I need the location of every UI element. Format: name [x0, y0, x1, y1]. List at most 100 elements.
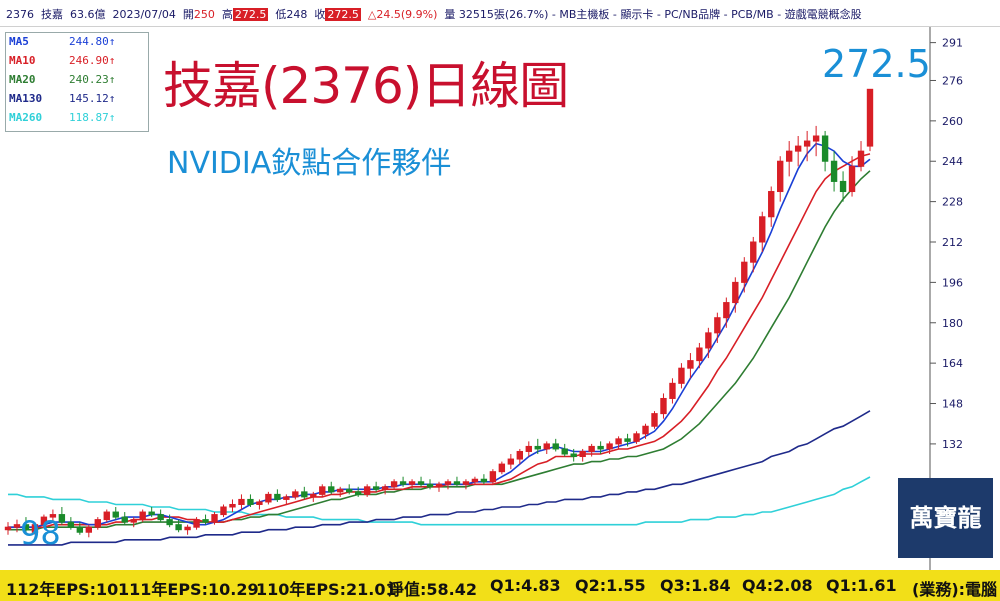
- candle-body: [381, 486, 389, 490]
- change-value: △24.5: [367, 8, 401, 21]
- quote-date: 2023/07/04: [112, 8, 176, 21]
- chart-title: 技嘉(2376)日線圖: [163, 57, 569, 115]
- candle-body: [139, 511, 146, 521]
- market-cap: 63.6億: [70, 8, 106, 21]
- candle-body: [112, 511, 119, 518]
- candle-body: [328, 486, 335, 493]
- candle-body: [606, 443, 613, 450]
- candle-body: [76, 526, 84, 533]
- candle-body: [723, 302, 730, 319]
- candle-body: [4, 526, 12, 531]
- candle-body: [390, 481, 398, 488]
- candle-body: [103, 511, 110, 521]
- ma-legend-row: MA260 118.87↑: [9, 111, 145, 129]
- candle-body: [812, 135, 820, 142]
- price-tick-label: 180: [942, 317, 963, 330]
- price-tick-label: 164: [942, 357, 963, 370]
- candle-body: [58, 514, 66, 523]
- candle-body: [256, 501, 263, 505]
- candle-body: [202, 519, 209, 523]
- ma-name: MA260: [9, 111, 43, 124]
- candle-body: [705, 332, 712, 349]
- candle-body: [768, 191, 775, 218]
- candle-body: [525, 445, 532, 452]
- candle-body: [471, 478, 479, 483]
- candle-body: [40, 516, 48, 526]
- candle-body: [121, 516, 128, 523]
- quote-header: 2376 技嘉 63.6億 2023/07/04 開250 高 272.5 低24…: [0, 0, 1000, 27]
- candle-body: [543, 443, 550, 450]
- low-label: 低: [275, 8, 287, 21]
- candle-body: [175, 524, 182, 531]
- candle-body: [157, 514, 164, 521]
- candle-body: [642, 425, 649, 435]
- price-tick-label: 228: [942, 196, 963, 209]
- candle-body: [417, 481, 425, 485]
- candle-body: [570, 453, 577, 458]
- candle-body: [166, 519, 173, 526]
- price-tick-label: 132: [942, 438, 963, 451]
- ma20-line: [8, 170, 871, 531]
- candle-body: [498, 463, 506, 473]
- category-tags: - MB主機板 - 顯示卡 - PC/NB品牌 - PCB/MB - 遊戲電競概…: [551, 8, 862, 21]
- eps-item: (業務):電腦: [912, 580, 998, 599]
- candle-body: [678, 367, 685, 384]
- candle-body: [453, 481, 461, 485]
- candle-body: [794, 145, 802, 152]
- open-value: 250: [193, 8, 215, 21]
- eps-item: Q3:1.84: [660, 576, 731, 595]
- candle-body: [866, 88, 874, 147]
- ma-value: 246.90↑: [69, 54, 116, 67]
- price-tick-label: 196: [942, 276, 963, 289]
- candle-body: [49, 514, 57, 518]
- price-tick-label: 291: [942, 37, 963, 50]
- candle-body: [292, 491, 299, 498]
- candle-body: [13, 524, 21, 528]
- ma-value: 244.80↑: [69, 35, 116, 48]
- eps-item: Q1:1.61: [826, 576, 897, 595]
- price-tick-label: 244: [942, 155, 963, 168]
- eps-footer: 112年EPS:10 111年EPS:10.29 110年EPS:21.01 淨…: [0, 570, 1000, 601]
- low-value: 248: [286, 8, 308, 21]
- candle-body: [372, 486, 380, 490]
- candle-body: [94, 519, 101, 528]
- eps-item: Q1:4.83: [490, 576, 561, 595]
- chart-subtitle: NVIDIA欽點合作夥伴: [167, 146, 452, 181]
- ma-legend-row: MA20 240.23↑: [9, 73, 145, 91]
- candle-body: [399, 481, 407, 485]
- candle-body: [750, 241, 757, 263]
- candle-body: [363, 486, 371, 495]
- price-tick-label: 260: [942, 115, 963, 128]
- candle-body: [229, 503, 236, 508]
- close-label: 收: [314, 8, 326, 21]
- candle-body: [741, 261, 748, 283]
- volume-value: 32515張(26.7%): [458, 8, 549, 21]
- candle-body: [426, 483, 434, 488]
- candle-body: [615, 438, 622, 445]
- candle-body: [777, 160, 784, 193]
- candle-body: [489, 471, 497, 483]
- candle-body: [579, 450, 586, 458]
- change-percent: (9.9%): [400, 8, 438, 21]
- candle-body: [561, 448, 568, 455]
- candle-body: [148, 511, 155, 516]
- stock-code: 2376: [6, 8, 34, 21]
- high-value: 272.5: [232, 8, 269, 21]
- candle-body: [85, 526, 93, 533]
- candle-body: [220, 506, 227, 516]
- eps-item: 112年EPS:10: [6, 580, 119, 599]
- candle-body: [848, 165, 856, 193]
- candle-body: [696, 347, 703, 362]
- ma-name: MA20: [9, 73, 36, 86]
- price-tick-label: 212: [942, 236, 963, 249]
- candle-body: [310, 493, 317, 498]
- ma-value: 145.12↑: [69, 92, 116, 105]
- candle-body: [435, 483, 443, 488]
- candle-body: [354, 491, 362, 495]
- eps-item: 淨值:58.42: [388, 580, 478, 599]
- candle-body: [624, 438, 631, 442]
- candle-body: [651, 413, 658, 427]
- candle-body: [211, 514, 218, 523]
- candle-body: [462, 481, 470, 485]
